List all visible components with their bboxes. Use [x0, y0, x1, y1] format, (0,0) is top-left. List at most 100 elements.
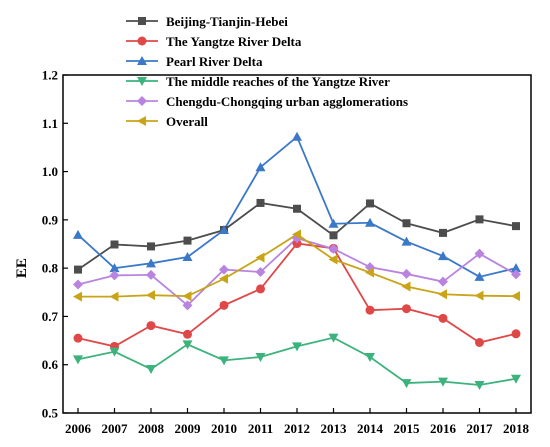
data-point: [110, 240, 119, 249]
legend-label: Chengdu-Chongqing urban agglomerations: [166, 94, 408, 109]
data-point: [73, 291, 82, 302]
data-point: [511, 291, 520, 302]
x-tick-label: 2008: [138, 421, 165, 436]
data-point: [292, 229, 301, 240]
y-tick-label: 1.1: [42, 116, 58, 131]
x-tick-label: 2010: [211, 421, 237, 436]
data-point: [365, 217, 375, 227]
legend-marker: [137, 56, 147, 65]
x-tick-label: 2012: [284, 421, 310, 436]
data-point: [365, 305, 375, 315]
data-point: [475, 338, 484, 348]
data-point: [73, 355, 83, 365]
legend-marker: [137, 77, 147, 86]
data-point: [73, 333, 83, 343]
x-tick-label: 2018: [503, 421, 530, 436]
data-point: [74, 265, 82, 274]
data-point: [439, 228, 447, 237]
data-point: [256, 284, 265, 294]
x-tick-label: 2007: [102, 421, 129, 436]
data-point: [474, 271, 485, 281]
data-point: [474, 380, 485, 390]
data-point: [219, 264, 229, 275]
data-point: [474, 290, 484, 301]
data-point: [219, 224, 229, 234]
x-axis: 2006 2007 2008 2009 2010 2011 2012 2013 2014 2015…: [65, 408, 530, 436]
legend-label: The middle reaches of the Yangtze River: [166, 74, 390, 89]
data-point: [402, 304, 411, 314]
data-point: [511, 263, 521, 273]
x-tick-label: 2017: [467, 421, 494, 436]
x-tick-label: 2011: [248, 421, 273, 436]
data-point: [329, 231, 338, 240]
data-point: [255, 162, 266, 172]
data-point: [438, 377, 448, 387]
y-tick-label: 0.7: [42, 309, 59, 324]
data-point: [219, 356, 229, 366]
data-point: [438, 313, 448, 323]
x-tick-label: 2014: [357, 421, 384, 436]
y-tick-label: 0.8: [42, 261, 59, 276]
data-point: [255, 267, 266, 278]
data-point: [183, 236, 192, 245]
data-point: [256, 198, 265, 207]
data-point: [109, 263, 120, 273]
data-point: [146, 365, 156, 375]
plot-markers: [73, 131, 521, 390]
x-tick-label: 2009: [175, 421, 202, 436]
data-point: [255, 352, 266, 362]
data-point: [292, 239, 302, 249]
data-point: [183, 329, 192, 339]
data-point: [182, 340, 193, 350]
data-point: [401, 281, 411, 292]
y-tick-label: 1.2: [42, 68, 58, 83]
x-tick-label: 2016: [430, 421, 457, 436]
data-point: [475, 215, 484, 224]
y-axis-title: EE: [14, 258, 30, 278]
data-point: [219, 273, 228, 284]
data-point: [328, 243, 339, 254]
legend-marker: [137, 96, 147, 106]
data-point: [328, 333, 339, 343]
data-point: [73, 229, 83, 239]
legend-label: Beijing-Tianjin-Hebei: [166, 14, 288, 29]
data-point: [146, 269, 156, 280]
y-axis: 0.5 0.6 0.7 0.8 0.9 1.0 1.1 1.2: [42, 68, 68, 421]
data-point: [511, 269, 521, 280]
data-point: [438, 276, 448, 287]
data-point: [109, 347, 120, 357]
data-point: [182, 252, 193, 262]
y-tick-label: 0.6: [42, 357, 59, 372]
data-point: [366, 199, 374, 208]
data-point: [147, 242, 155, 251]
data-point: [438, 251, 448, 261]
x-tick-label: 2006: [65, 421, 92, 436]
data-point: [292, 342, 302, 352]
legend-marker: [138, 17, 146, 25]
y-tick-label: 0.9: [42, 212, 59, 227]
data-point: [511, 329, 521, 339]
legend-marker: [137, 36, 147, 46]
y-tick-label: 1.0: [42, 164, 58, 179]
data-point: [402, 219, 411, 228]
data-point: [146, 290, 155, 301]
data-point: [255, 252, 265, 263]
data-point: [474, 248, 485, 259]
legend: Beijing-Tianjin-Hebei The Yangtze River D…: [126, 14, 408, 129]
data-point: [182, 300, 193, 311]
data-point: [182, 291, 192, 302]
legend-label: The Yangtze River Delta: [166, 34, 302, 49]
data-point: [401, 268, 412, 279]
data-point: [146, 258, 156, 268]
data-point: [109, 291, 119, 302]
data-point: [401, 236, 412, 246]
legend-marker: [137, 116, 146, 126]
data-point: [293, 204, 301, 213]
data-point: [219, 300, 229, 310]
data-point: [146, 321, 156, 331]
data-point: [511, 374, 521, 384]
x-tick-label: 2013: [321, 421, 348, 436]
data-point: [109, 270, 120, 281]
data-point: [365, 352, 375, 362]
